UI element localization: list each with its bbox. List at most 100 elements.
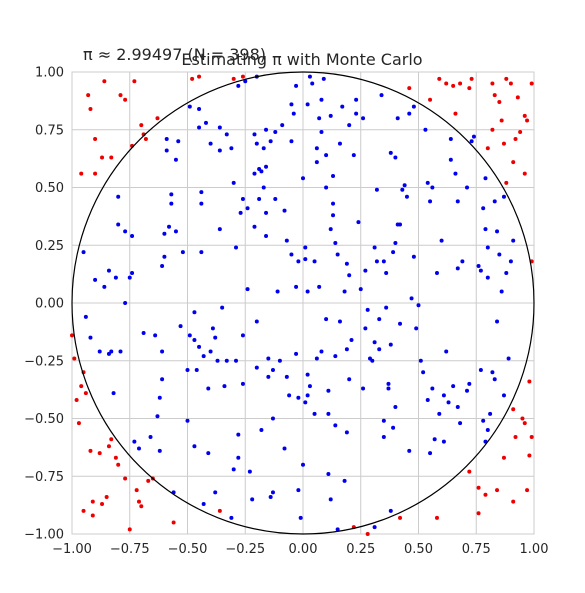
inside-point (173, 157, 178, 162)
inside-point (372, 340, 377, 345)
inside-point (259, 169, 264, 174)
inside-point (441, 393, 446, 398)
outside-point (499, 118, 504, 123)
inside-point (335, 527, 340, 532)
outside-point (504, 76, 509, 81)
inside-point (358, 287, 363, 292)
outside-point (515, 95, 520, 100)
inside-point (123, 301, 128, 305)
outside-point (497, 100, 502, 105)
outside-point (437, 76, 442, 81)
inside-point (398, 222, 403, 227)
outside-point (428, 97, 433, 102)
outside-point (134, 488, 139, 493)
inside-point (326, 471, 331, 476)
outside-point (139, 504, 144, 509)
inside-point (208, 141, 213, 146)
inside-point (254, 319, 259, 324)
inside-point (266, 356, 271, 361)
inside-point (506, 356, 511, 361)
inside-point (270, 367, 275, 372)
inside-point (201, 501, 206, 506)
inside-point (136, 446, 141, 451)
inside-point (234, 245, 239, 250)
inside-point (448, 157, 453, 162)
inside-point (363, 268, 368, 273)
outside-point (451, 83, 456, 88)
inside-point (501, 393, 506, 398)
inside-point (372, 245, 377, 250)
inside-point (224, 358, 229, 363)
inside-point (495, 229, 500, 234)
outside-point (398, 515, 403, 520)
inside-point (421, 370, 426, 375)
inside-point (245, 206, 250, 211)
x-tick-label: −0.75 (110, 542, 150, 557)
inside-point (206, 386, 211, 391)
y-tick-label: 0.75 (35, 123, 64, 138)
inside-point (381, 434, 386, 439)
inside-point (187, 333, 192, 338)
inside-point (388, 508, 393, 513)
y-tick-label: 0.50 (35, 181, 64, 196)
inside-point (106, 268, 111, 273)
inside-point (485, 428, 490, 433)
outside-point (529, 81, 534, 86)
outside-point (72, 356, 77, 361)
inside-point (388, 342, 393, 347)
inside-point (236, 455, 241, 460)
inside-point (465, 388, 470, 393)
inside-point (446, 400, 451, 405)
outside-point (79, 384, 84, 389)
inside-point (296, 488, 301, 493)
inside-point (331, 173, 336, 178)
inside-point (287, 393, 292, 398)
inside-point (483, 176, 488, 181)
inside-point (331, 201, 336, 206)
inside-point (250, 497, 255, 502)
y-tick-labels: −1.00 −0.75 −0.50 −0.25 0.00 0.25 0.50 0.75 1.00 (24, 66, 64, 543)
inside-point (321, 76, 326, 81)
inside-point (471, 134, 476, 139)
inside-point (458, 421, 463, 426)
inside-point (109, 349, 114, 354)
outside-point (116, 462, 121, 467)
inside-point (270, 416, 275, 421)
inside-point (331, 213, 336, 218)
inside-point (192, 444, 197, 449)
outside-point (501, 455, 506, 460)
inside-point (312, 259, 317, 264)
inside-point (118, 349, 123, 354)
inside-point (257, 197, 262, 202)
inside-point (307, 74, 312, 79)
inside-point (303, 245, 308, 250)
outside-point (467, 469, 472, 474)
inside-point (386, 381, 391, 386)
inside-point (240, 381, 245, 386)
inside-point (393, 404, 398, 409)
inside-point (155, 414, 160, 419)
inside-point (388, 150, 393, 155)
outside-point (217, 508, 222, 513)
outside-point (109, 155, 114, 160)
inside-point (416, 303, 421, 308)
y-tick-label: −0.75 (24, 470, 64, 485)
inside-point (455, 199, 460, 204)
inside-point (301, 462, 305, 467)
inside-point (88, 335, 93, 340)
inside-point (384, 305, 389, 310)
inside-point (153, 333, 158, 338)
inside-point (83, 314, 88, 319)
inside-point (217, 125, 222, 130)
inside-point (169, 192, 174, 197)
unit-circle (71, 71, 535, 535)
inside-point (167, 224, 172, 229)
outside-point (525, 118, 530, 123)
inside-point (254, 365, 259, 370)
inside-point (291, 111, 296, 116)
inside-point (123, 229, 128, 234)
outside-point (511, 499, 516, 504)
inside-point (252, 171, 257, 176)
inside-point (361, 116, 366, 121)
inside-point (194, 367, 199, 372)
